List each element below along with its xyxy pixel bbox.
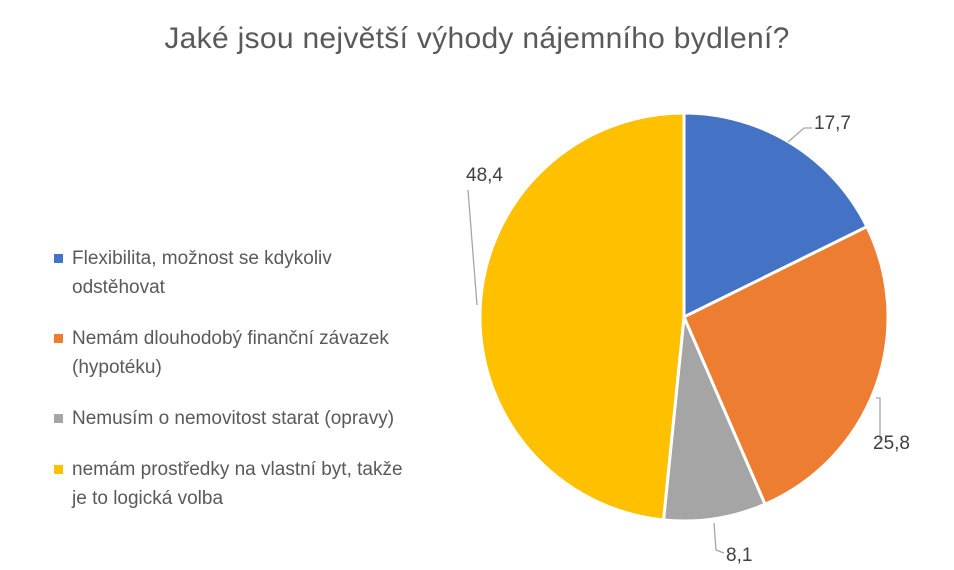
legend-label: Nemám dlouhodobý finanční závazek (hypot… [72,328,389,378]
pie-slice-no-means [478,111,686,522]
legend-swatch [54,465,63,474]
legend-label: Flexibilita, možnost se kdykoliv odstěho… [72,248,332,298]
legend-item-no-commitment: Nemám dlouhodobý finanční závazek (hypot… [54,324,414,382]
leader-line-no-maintenance [713,522,725,554]
chart-title: Jaké jsou největší výhody nájemního bydl… [164,22,790,55]
data-label-no-means: 48,4 [466,165,503,186]
leader-line-no-commitment [876,397,881,440]
legend-item-flexibility: Flexibilita, možnost se kdykoliv odstěho… [54,244,414,302]
legend-label: Nemusím o nemovitost starat (opravy) [72,408,395,429]
leader-line-flexibility [787,127,812,143]
legend: Flexibilita, možnost se kdykoliv odstěho… [54,244,414,535]
data-label-no-maintenance: 8,1 [726,545,752,566]
data-label-flexibility: 17,7 [814,113,851,134]
legend-item-no-means: nemám prostředky na vlastní byt, takže j… [54,455,414,513]
legend-label: nemám prostředky na vlastní byt, takže j… [72,459,403,509]
legend-swatch [54,334,63,343]
legend-swatch [54,254,63,263]
legend-item-no-maintenance: Nemusím o nemovitost starat (opravy) [54,404,414,433]
leader-line-no-means [467,189,478,306]
pie-slice-flexibility [682,111,869,319]
legend-swatch [54,414,63,423]
data-label-no-commitment: 25,8 [873,433,910,454]
pie-slice-no-maintenance [662,315,767,523]
